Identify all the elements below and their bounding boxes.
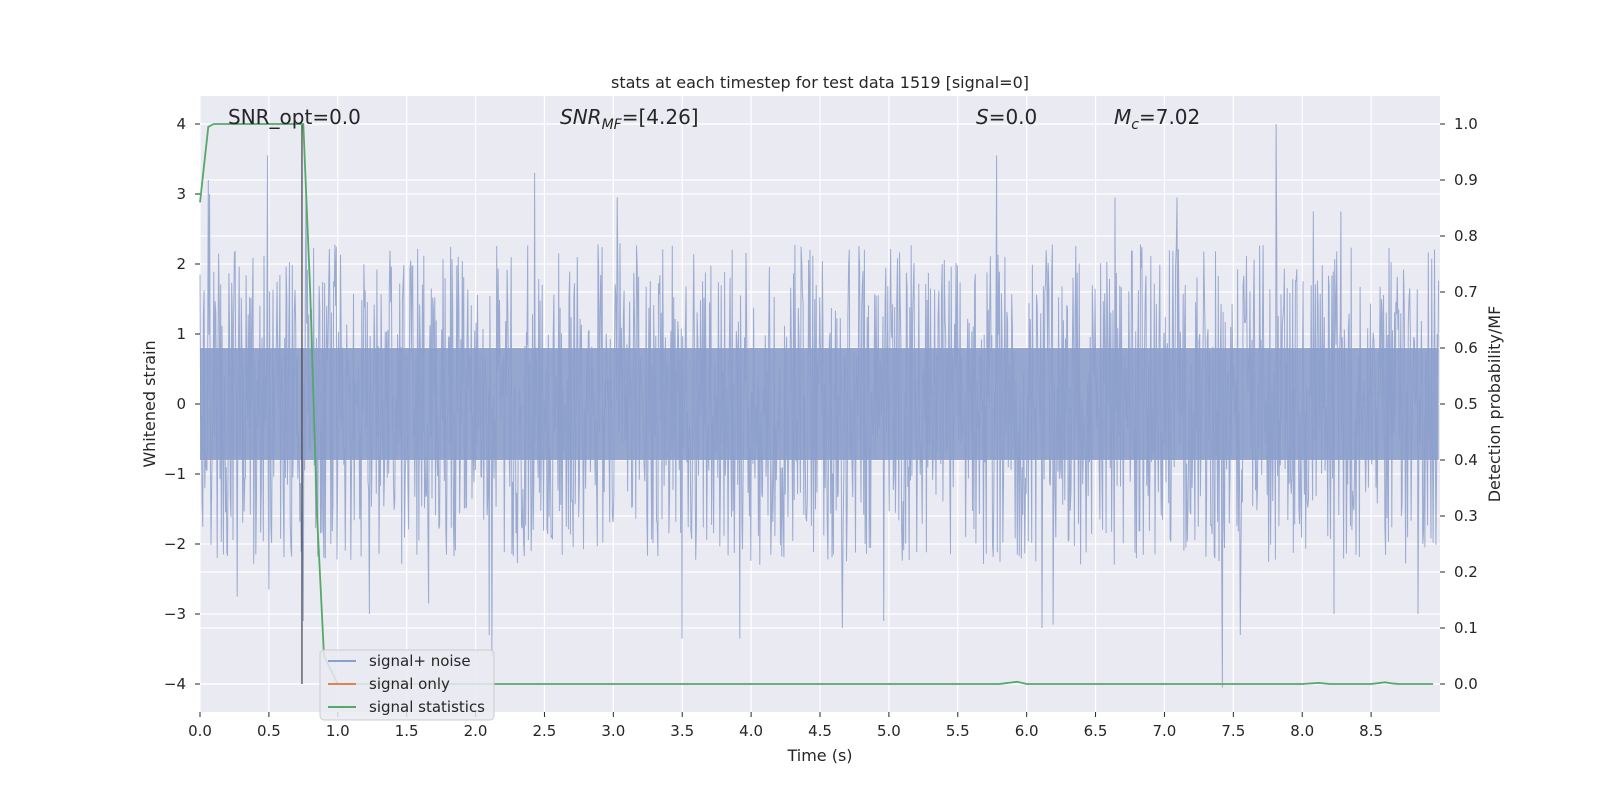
y-tick-label-right: 0.6 (1454, 339, 1478, 357)
y-tick-label-right: 0.1 (1454, 619, 1478, 637)
annotation-snr-mf: SNRMF=[4.26] (560, 105, 699, 133)
legend-box (319, 649, 495, 721)
y-tick-label-left: 4 (176, 115, 186, 133)
x-tick-label: 1.5 (395, 722, 419, 740)
x-tick-label: 2.0 (464, 722, 488, 740)
y-tick-label-right: 1.0 (1454, 115, 1478, 133)
annotation-s-base: S (976, 105, 989, 129)
legend: signal+ noise signal only signal statist… (319, 649, 495, 721)
x-tick-label: 1.0 (326, 722, 350, 740)
signal-noise-series (199, 123, 1440, 688)
annotation-mc-value: =7.02 (1139, 105, 1200, 129)
y-tick-label-left: −4 (164, 675, 186, 693)
x-tick-label: 8.0 (1290, 722, 1314, 740)
y-tick-label-right: 0.7 (1454, 283, 1478, 301)
y-tick-label-left: 2 (176, 255, 186, 273)
annotation-snr-mf-value: =[4.26] (622, 105, 699, 129)
y-tick-label-right: 0.8 (1454, 227, 1478, 245)
x-tick-label: 3.0 (601, 722, 625, 740)
annotation-mc: Mc=7.02 (1114, 105, 1200, 133)
x-tick-label: 4.5 (808, 722, 832, 740)
chart-title: stats at each timestep for test data 151… (611, 73, 1029, 92)
y-tick-label-right: 0.0 (1454, 675, 1478, 693)
signal-noise-dense-band (200, 348, 1439, 460)
x-tick-label: 8.5 (1359, 722, 1383, 740)
y-tick-label-left: 1 (176, 325, 186, 343)
y-axis-label-left: Whitened strain (140, 340, 159, 467)
annotation-s: S=0.0 (976, 105, 1037, 129)
legend-label-signal-noise: signal+ noise (369, 652, 471, 670)
x-tick-label: 4.0 (739, 722, 763, 740)
y-tick-label-left: −1 (164, 465, 186, 483)
x-tick-label: 3.5 (670, 722, 694, 740)
signal-statistics-line (199, 123, 1434, 685)
annotation-snr-mf-base: SNR (560, 105, 602, 129)
x-tick-label: 0.5 (257, 722, 281, 740)
annotation-snr-mf-sub: MF (602, 117, 623, 133)
annotation-s-value: =0.0 (989, 105, 1038, 129)
y-tick-label-right: 0.4 (1454, 451, 1478, 469)
x-tick-label: 6.0 (1015, 722, 1039, 740)
y-tick-label-left: −3 (164, 605, 186, 623)
x-tick-label: 7.0 (1153, 722, 1177, 740)
x-axis-label: Time (s) (786, 746, 852, 765)
x-tick-label: 6.5 (1084, 722, 1108, 740)
annotations: SNR_opt=0.0 SNRMF=[4.26] S=0.0 Mc=7.02 (228, 105, 1200, 133)
annotation-mc-sub: c (1131, 117, 1139, 133)
annotation-snr-opt: SNR_opt=0.0 (228, 105, 361, 129)
x-tick-label: 0.0 (188, 722, 212, 740)
y-tick-label-right: 0.5 (1454, 395, 1478, 413)
y-axis-label-right: Detection probability/MF (1485, 306, 1504, 503)
y-tick-label-right: 0.2 (1454, 563, 1478, 581)
y-tick-label-left: −2 (164, 535, 186, 553)
x-tick-label: 5.5 (946, 722, 970, 740)
y-tick-label-right: 0.9 (1454, 171, 1478, 189)
signal-statistics-series (199, 123, 1434, 685)
axis-ticks: 0.0 0.5 1.0 1.5 2.0 2.5 3.0 3.5 4.0 4.5 5.0 5.5 6.0 6… (164, 115, 1478, 740)
x-tick-label: 5.0 (877, 722, 901, 740)
legend-label-signal-statistics: signal statistics (369, 698, 485, 716)
y-tick-label-right: 0.3 (1454, 507, 1478, 525)
y-tick-label-left: 3 (176, 185, 186, 203)
x-tick-label: 7.5 (1221, 722, 1245, 740)
annotation-mc-base: M (1114, 105, 1131, 129)
legend-label-signal-only: signal only (369, 675, 450, 693)
x-tick-label: 2.5 (533, 722, 557, 740)
y-tick-label-left: 0 (176, 395, 186, 413)
